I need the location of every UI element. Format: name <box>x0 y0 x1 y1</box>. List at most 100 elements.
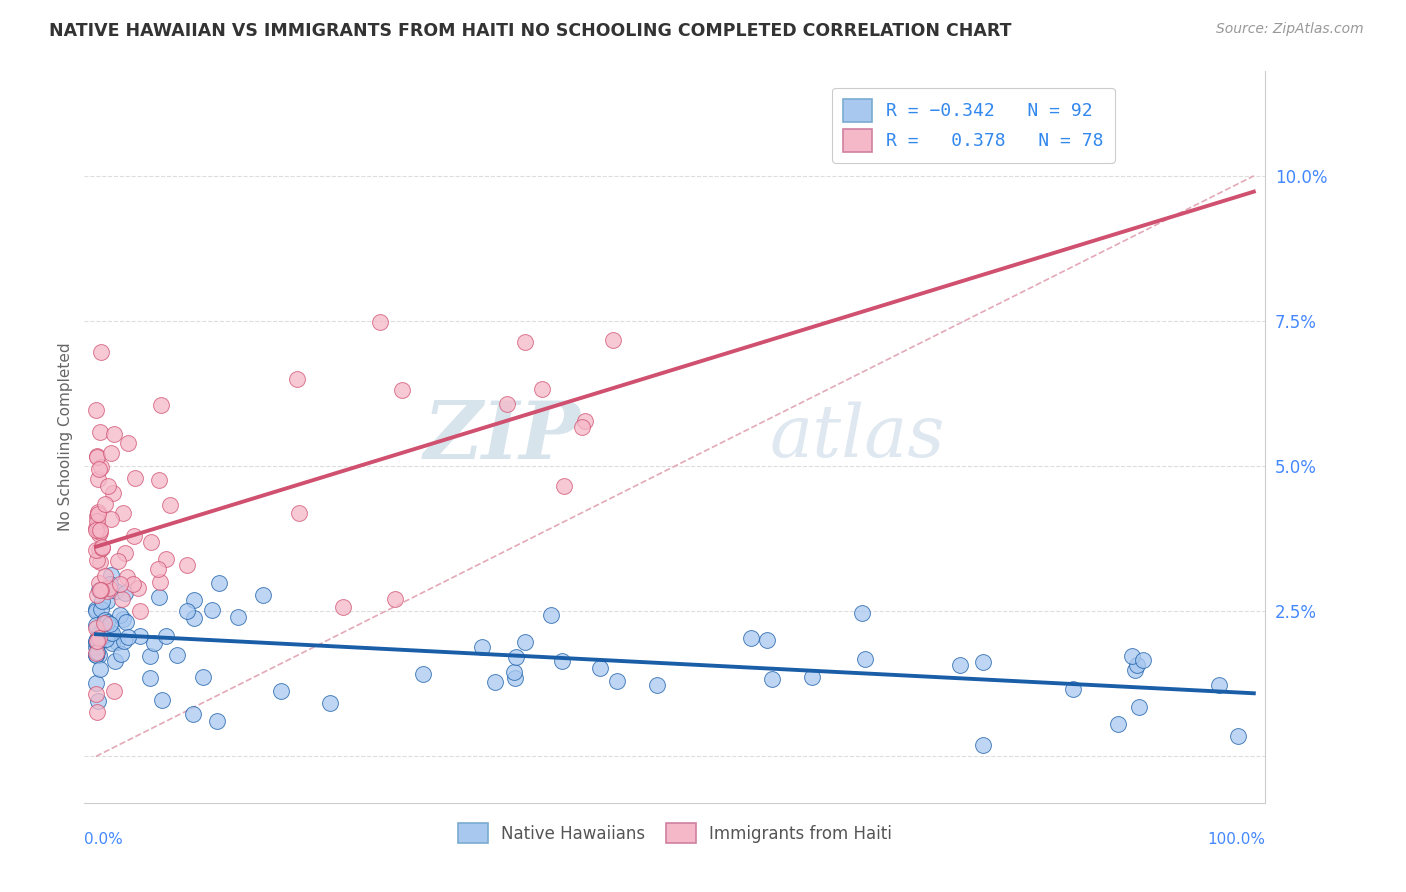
Point <box>94 613 117 627</box>
Point <box>89 524 111 539</box>
Point <box>183 611 205 625</box>
Point <box>108 577 131 591</box>
Point <box>114 585 136 599</box>
Point <box>332 600 354 615</box>
Point <box>89 662 111 676</box>
Text: Source: ZipAtlas.com: Source: ZipAtlas.com <box>1216 22 1364 37</box>
Point <box>853 652 876 666</box>
Point <box>287 506 309 520</box>
Point <box>87 694 110 708</box>
Point <box>98 617 121 632</box>
Point <box>540 607 562 622</box>
Point <box>124 529 146 543</box>
Point <box>107 554 129 568</box>
Point <box>87 543 110 558</box>
Point <box>226 610 249 624</box>
Point <box>104 654 127 668</box>
Point <box>84 617 107 632</box>
Point <box>100 567 122 582</box>
Point <box>89 635 111 649</box>
Text: NATIVE HAWAIIAN VS IMMIGRANTS FROM HAITI NO SCHOOLING COMPLETED CORRELATION CHAR: NATIVE HAWAIIAN VS IMMIGRANTS FROM HAITI… <box>49 22 1012 40</box>
Point <box>101 626 124 640</box>
Point <box>90 582 112 597</box>
Point <box>122 577 145 591</box>
Point <box>110 647 132 661</box>
Point <box>503 671 526 685</box>
Point <box>205 714 228 729</box>
Point <box>89 576 111 591</box>
Point <box>86 645 108 659</box>
Point <box>138 671 160 685</box>
Point <box>100 446 122 460</box>
Point <box>89 526 111 541</box>
Point <box>800 670 823 684</box>
Point <box>96 615 118 629</box>
Point <box>86 632 108 646</box>
Point <box>495 396 517 410</box>
Point <box>155 551 177 566</box>
Point <box>117 630 139 644</box>
Point <box>97 478 120 492</box>
Point <box>96 627 118 641</box>
Point <box>148 473 170 487</box>
Point <box>89 583 111 598</box>
Point <box>384 591 406 606</box>
Point <box>1125 663 1147 677</box>
Point <box>148 590 170 604</box>
Point <box>86 588 108 602</box>
Point <box>972 738 994 752</box>
Point <box>84 648 107 662</box>
Point <box>105 584 128 599</box>
Point <box>84 635 107 649</box>
Point <box>1208 678 1230 692</box>
Point <box>391 383 413 397</box>
Point <box>84 648 107 662</box>
Point <box>191 669 214 683</box>
Point <box>89 648 111 662</box>
Point <box>103 427 125 442</box>
Point <box>755 632 778 647</box>
Text: ZIP: ZIP <box>423 399 581 475</box>
Point <box>761 673 783 687</box>
Point <box>602 333 624 347</box>
Point <box>505 650 527 665</box>
Point <box>124 470 146 484</box>
Point <box>90 602 112 616</box>
Point <box>93 569 115 583</box>
Y-axis label: No Schooling Completed: No Schooling Completed <box>58 343 73 532</box>
Point <box>148 562 170 576</box>
Point <box>103 684 125 698</box>
Point <box>114 546 136 560</box>
Point <box>1062 681 1084 696</box>
Point <box>93 622 115 636</box>
Point <box>96 632 118 646</box>
Point <box>149 574 172 589</box>
Point <box>142 636 165 650</box>
Point <box>86 508 108 523</box>
Point <box>166 648 188 663</box>
Point <box>111 592 134 607</box>
Point <box>84 646 107 660</box>
Point <box>84 621 107 635</box>
Point <box>150 398 173 412</box>
Point <box>270 684 292 698</box>
Point <box>176 604 198 618</box>
Point <box>551 654 574 668</box>
Point <box>181 706 204 721</box>
Point <box>574 414 596 428</box>
Point <box>740 631 762 645</box>
Point <box>98 624 121 639</box>
Point <box>87 507 110 521</box>
Point <box>89 524 111 538</box>
Point <box>96 594 118 608</box>
Point <box>87 582 110 597</box>
Point <box>155 629 177 643</box>
Point <box>1132 653 1154 667</box>
Point <box>100 577 122 591</box>
Point <box>86 450 108 465</box>
Point <box>89 425 111 439</box>
Point <box>141 535 163 549</box>
Point <box>87 523 110 537</box>
Point <box>90 345 112 359</box>
Point <box>86 634 108 648</box>
